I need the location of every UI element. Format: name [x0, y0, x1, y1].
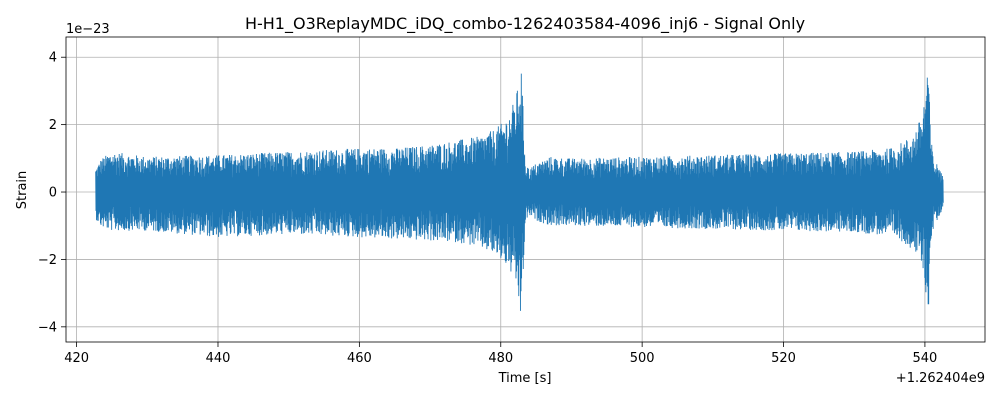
x-offset-label: +1.262404e9 — [896, 371, 985, 386]
y-tick-label: 2 — [49, 118, 57, 133]
x-tick-label: 540 — [912, 351, 937, 366]
x-tick-label: 460 — [347, 351, 372, 366]
y-scale-label: 1e−23 — [66, 22, 110, 37]
x-tick-label: 420 — [64, 351, 89, 366]
plot-frame — [65, 36, 986, 343]
y-tick-label: 4 — [49, 51, 57, 66]
ticks: 420 440 460 480 500 520 540 −4 −2 0 2 4 — [38, 51, 937, 366]
x-tick-label: 500 — [630, 351, 655, 366]
chart-title: H-H1_O3ReplayMDC_iDQ_combo-1262403584-40… — [245, 14, 805, 34]
strain-series-line — [95, 73, 944, 311]
x-tick-label: 480 — [488, 351, 513, 366]
y-tick-label: −4 — [38, 320, 57, 335]
y-tick-label: −2 — [38, 253, 57, 268]
y-tick-label: 0 — [49, 186, 57, 201]
x-axis-label: Time [s] — [498, 371, 552, 386]
x-tick-label: 520 — [771, 351, 796, 366]
y-axis-label: Strain — [15, 171, 30, 210]
x-tick-label: 440 — [206, 351, 231, 366]
data-area — [95, 73, 944, 311]
